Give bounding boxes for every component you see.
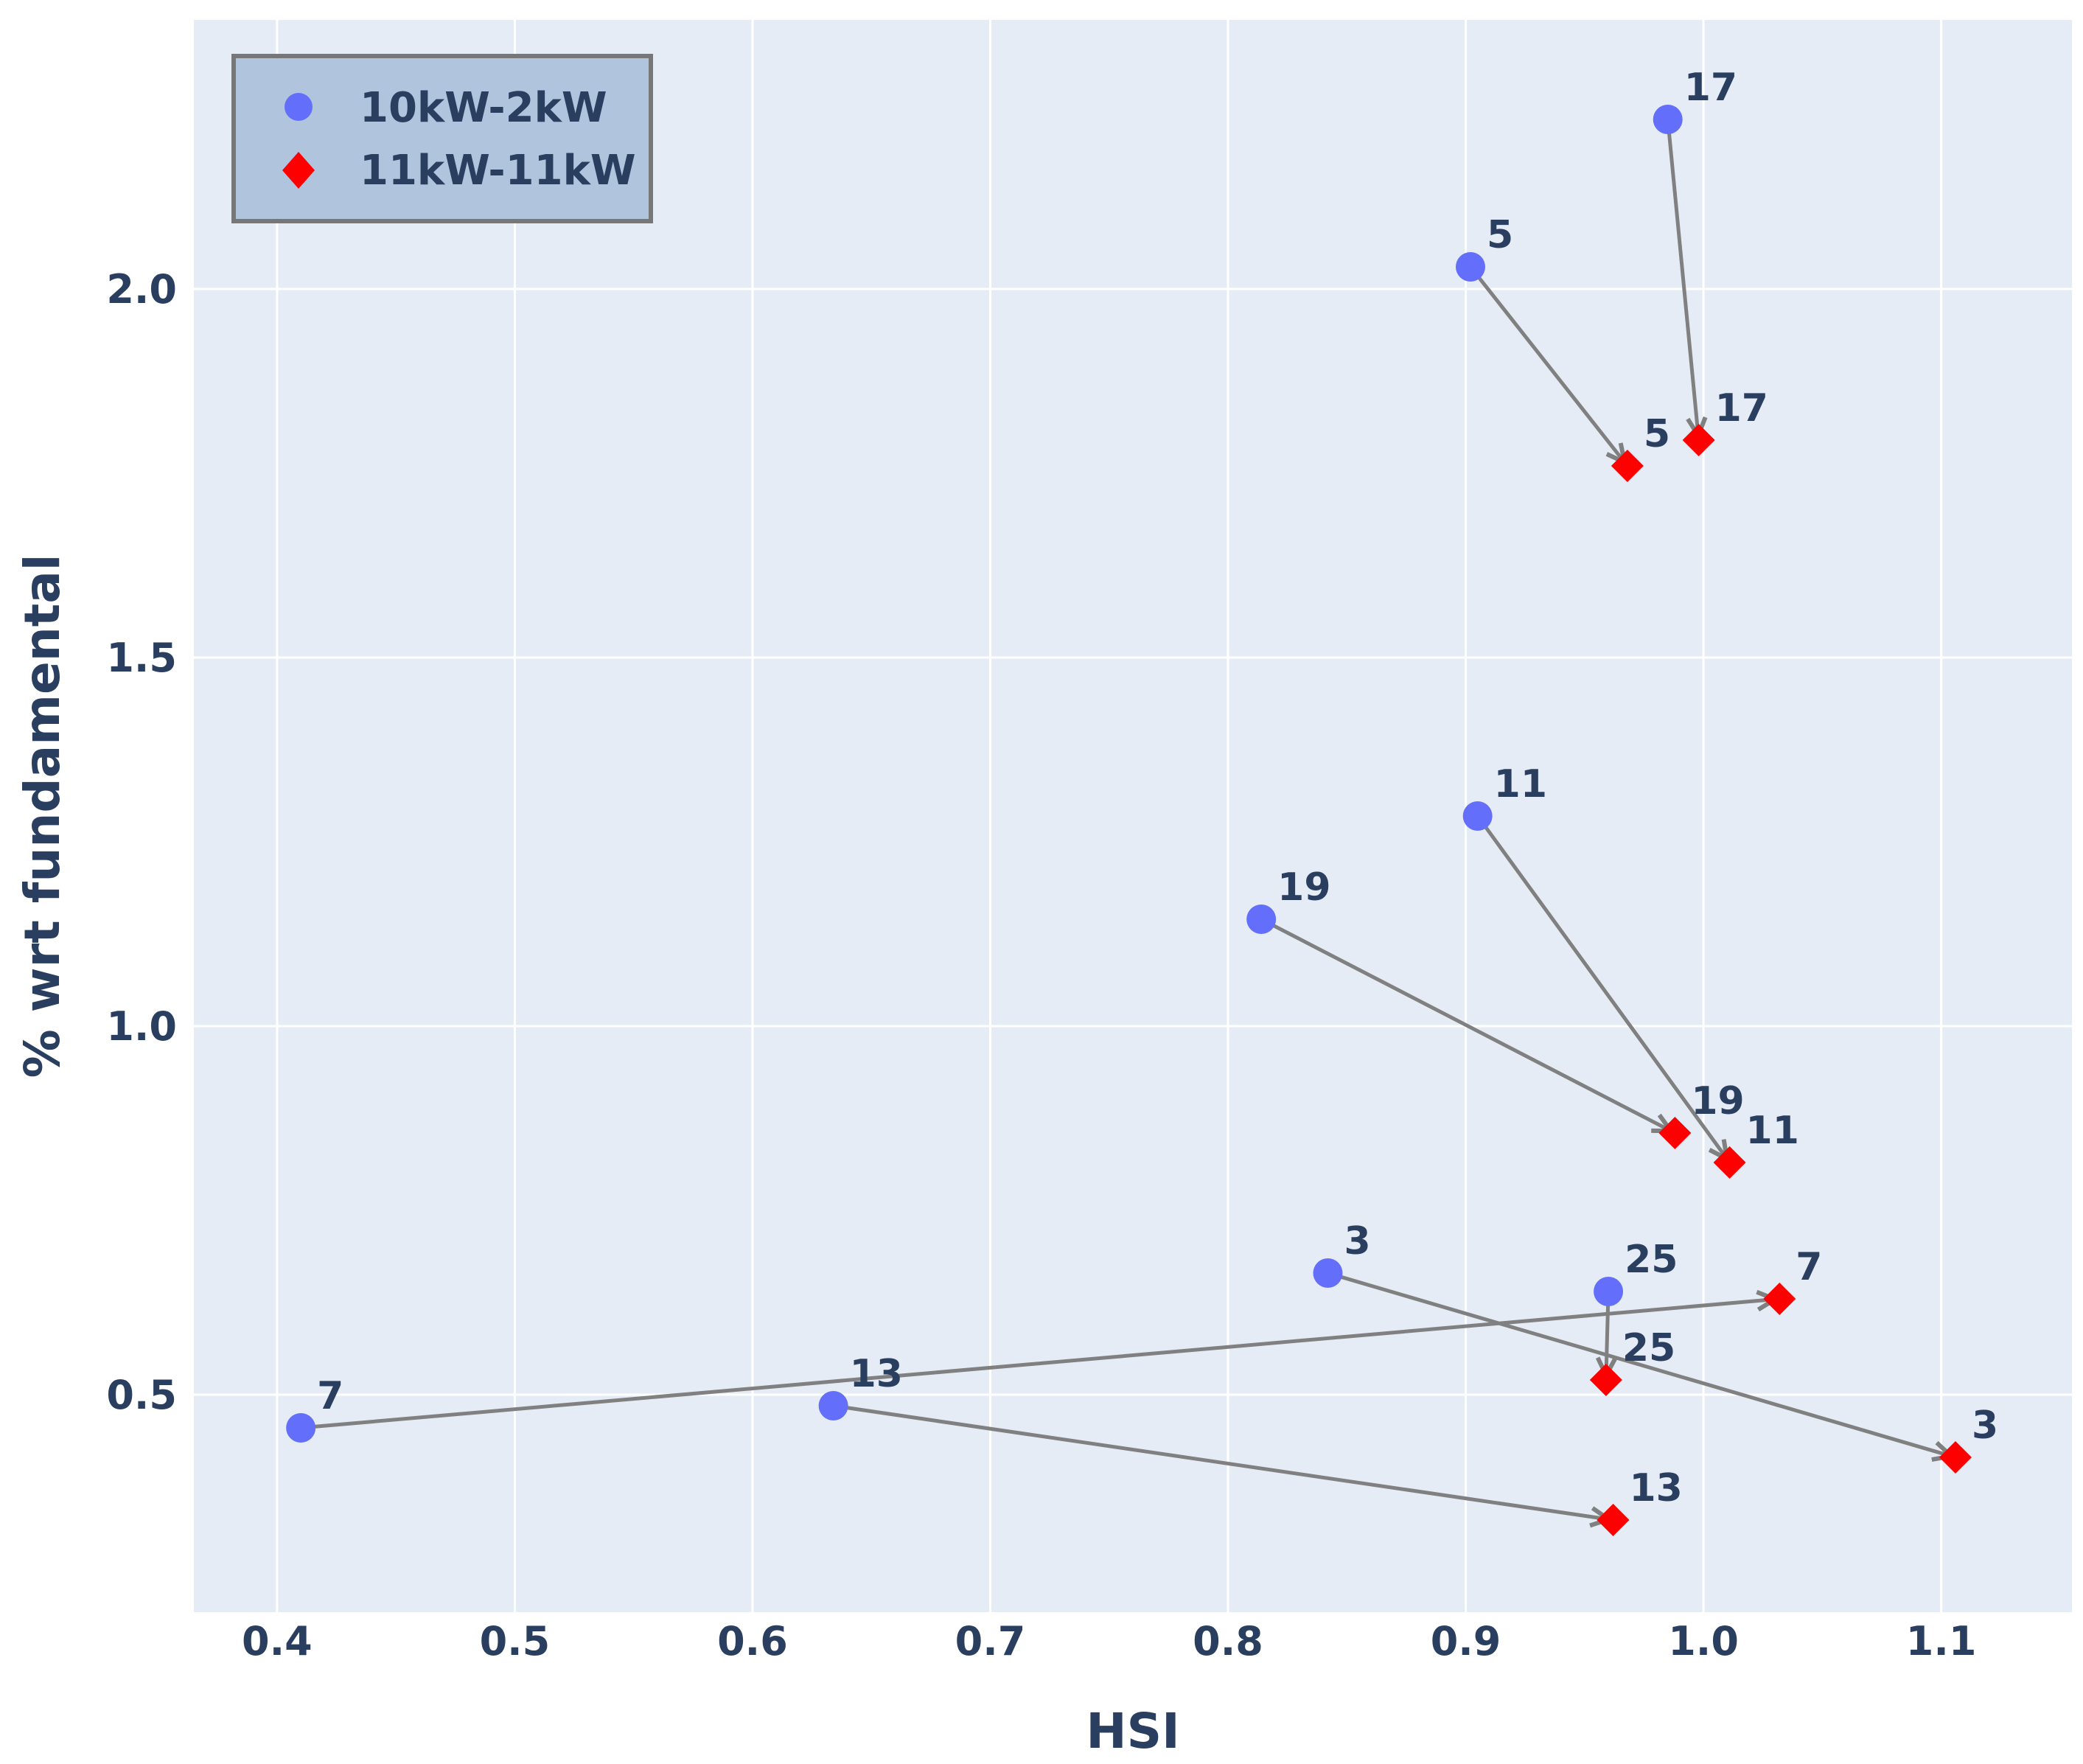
data-label-10kW-2kW-5: 5 <box>1487 213 1513 257</box>
data-label-11kW-11kW-3: 3 <box>1972 1404 1998 1448</box>
y-axis-title: % wrt fundamental <box>14 554 71 1078</box>
y-tick-label: 1.5 <box>106 635 177 681</box>
point-11kW-11kW-25 <box>1589 1364 1622 1396</box>
data-label-10kW-2kW-17: 17 <box>1684 66 1737 110</box>
data-label-10kW-2kW-19: 19 <box>1277 865 1330 910</box>
x-tick-label: 0.7 <box>955 1618 1026 1664</box>
point-10kW-2kW-11 <box>1462 801 1493 831</box>
data-label-10kW-2kW-7: 7 <box>317 1374 343 1418</box>
plot-area <box>194 20 2072 1612</box>
arrow-11 <box>1482 823 1727 1159</box>
legend-marker-11kW-11kW <box>282 152 315 189</box>
point-10kW-2kW-19 <box>1246 904 1277 934</box>
point-11kW-11kW-5 <box>1611 450 1644 482</box>
point-10kW-2kW-7 <box>286 1413 316 1443</box>
x-tick-label: 0.9 <box>1431 1618 1501 1664</box>
x-tick-label: 0.8 <box>1193 1618 1263 1664</box>
x-tick-labels: 0.4 0.5 0.6 0.7 0.8 0.9 1.0 1.1 <box>242 1618 1976 1664</box>
legend-box <box>231 54 653 223</box>
legend: 10kW-2kW 11kW-11kW <box>231 54 653 223</box>
data-label-11kW-11kW-17: 17 <box>1715 386 1768 430</box>
data-label-10kW-2kW-25: 25 <box>1625 1238 1678 1282</box>
point-11kW-11kW-19 <box>1658 1117 1692 1149</box>
x-tick-label: 1.0 <box>1668 1618 1739 1664</box>
markers <box>286 105 1972 1536</box>
x-tick-label: 0.5 <box>480 1618 551 1664</box>
point-10kW-2kW-5 <box>1455 252 1485 282</box>
x-axis-title: HSI <box>1086 1703 1179 1760</box>
point-11kW-11kW-17 <box>1682 424 1715 456</box>
data-label-11kW-11kW-7: 7 <box>1796 1245 1822 1289</box>
arrow-17 <box>1667 129 1698 436</box>
data-label-10kW-2kW-11: 11 <box>1494 762 1547 806</box>
point-10kW-2kW-17 <box>1653 105 1683 134</box>
y-tick-labels: 0.5 1.0 1.5 2.0 <box>106 266 177 1418</box>
legend-label-11kW-11kW: 11kW-11kW <box>360 147 636 195</box>
point-10kW-2kW-25 <box>1594 1277 1624 1306</box>
legend-marker-10kW-2kW <box>285 93 313 121</box>
arrow-3 <box>1337 1274 1951 1456</box>
data-label-11kW-11kW-13: 13 <box>1630 1466 1683 1510</box>
legend-label-10kW-2kW: 10kW-2kW <box>360 84 607 132</box>
arrow-5 <box>1475 273 1625 462</box>
arrow-19 <box>1269 922 1671 1131</box>
data-label-11kW-11kW-11: 11 <box>1746 1109 1799 1153</box>
data-label-10kW-2kW-3: 3 <box>1344 1219 1370 1263</box>
point-11kW-11kW-11 <box>1713 1146 1746 1179</box>
y-tick-label: 2.0 <box>106 266 177 313</box>
point-11kW-11kW-3 <box>1939 1441 1972 1474</box>
data-label-11kW-11kW-5: 5 <box>1644 412 1670 456</box>
data-label-10kW-2kW-13: 13 <box>850 1352 903 1396</box>
y-tick-label: 0.5 <box>106 1372 177 1418</box>
arrow-13 <box>843 1405 1608 1519</box>
x-tick-label: 1.1 <box>1906 1618 1977 1664</box>
arrow-7 <box>310 1300 1775 1429</box>
point-11kW-11kW-13 <box>1597 1504 1630 1536</box>
point-11kW-11kW-7 <box>1763 1283 1796 1315</box>
data-label-11kW-11kW-25: 25 <box>1622 1326 1675 1370</box>
x-tick-label: 0.6 <box>717 1618 788 1664</box>
point-10kW-2kW-13 <box>818 1391 848 1420</box>
x-tick-label: 0.4 <box>242 1618 313 1664</box>
y-tick-label: 1.0 <box>106 1003 177 1050</box>
data-label-11kW-11kW-19: 19 <box>1691 1079 1744 1123</box>
point-10kW-2kW-3 <box>1313 1258 1343 1288</box>
arrows <box>310 129 1951 1519</box>
